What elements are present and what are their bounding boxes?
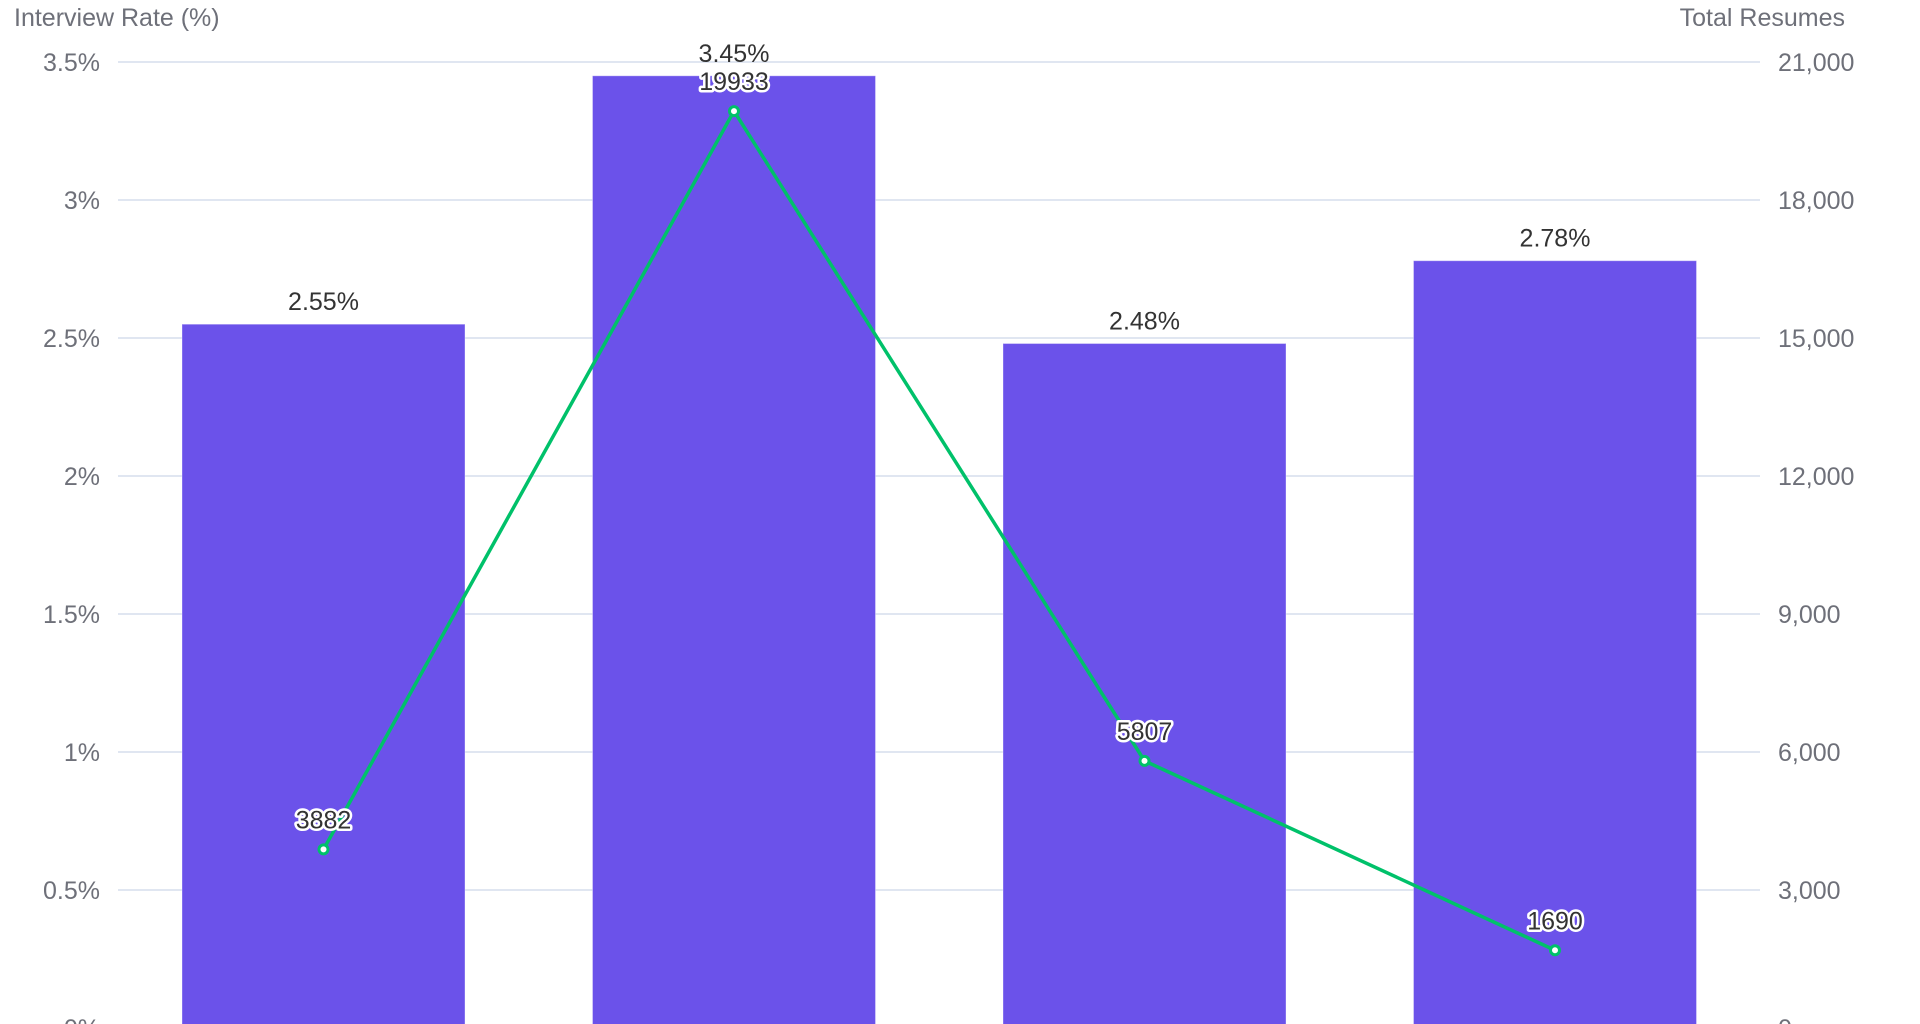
left-tick-label: 2% (64, 463, 100, 491)
left-axis-title: Interview Rate (%) (14, 4, 220, 32)
bar[interactable] (592, 75, 876, 1024)
bar-value-labels: 2.55% 3.45% 2.48% 2.78% (288, 40, 1590, 336)
line-value-label: 1690 (1527, 907, 1583, 935)
right-tick-label: 18,000 (1778, 187, 1854, 215)
line-path (321, 109, 1556, 952)
right-tick-label: 15,000 (1778, 325, 1854, 353)
bar[interactable] (1413, 260, 1697, 1024)
right-axis-title: Total Resumes (1680, 4, 1845, 32)
bar[interactable] (181, 323, 466, 1024)
right-axis-ticks: 0 3,000 6,000 9,000 12,000 15,000 18,000 21,000 (1778, 49, 1854, 1024)
right-tick-label: 21,000 (1778, 49, 1854, 77)
line-point[interactable] (1138, 754, 1151, 767)
left-tick-label: 1.5% (43, 601, 100, 629)
line-value-label: 5807 (1117, 718, 1173, 746)
left-tick-label: 1% (64, 739, 100, 767)
left-tick-label: 0.5% (43, 877, 100, 905)
bar-series (181, 75, 1697, 1024)
bar-value-label: 3.45% (699, 40, 770, 68)
line-series (317, 105, 1561, 957)
bar-value-label: 2.48% (1109, 308, 1180, 336)
right-tick-label: 12,000 (1778, 463, 1854, 491)
left-tick-label: 3% (64, 187, 100, 215)
line-value-label: 3882 (296, 806, 352, 834)
bar-value-label: 2.78% (1520, 225, 1591, 253)
right-tick-label: 0 (1778, 1015, 1792, 1024)
left-tick-label: 0% (64, 1015, 100, 1024)
left-tick-label: 3.5% (43, 49, 100, 77)
line-point[interactable] (728, 105, 740, 118)
bar-value-label: 2.55% (288, 288, 359, 316)
right-tick-label: 6,000 (1778, 739, 1841, 767)
bar[interactable] (1002, 343, 1287, 1024)
line-point[interactable] (1549, 944, 1561, 957)
line-value-labels: 3882 19933 5807 1690 (293, 66, 1585, 938)
left-tick-label: 2.5% (43, 325, 100, 353)
right-tick-label: 3,000 (1778, 877, 1841, 905)
right-tick-label: 9,000 (1778, 601, 1841, 629)
left-axis-ticks: 0% 0.5% 1% 1.5% 2% 2.5% 3% 3.5% (43, 49, 100, 1024)
line-value-label: 19933 (699, 68, 769, 96)
line-point[interactable] (317, 843, 330, 856)
